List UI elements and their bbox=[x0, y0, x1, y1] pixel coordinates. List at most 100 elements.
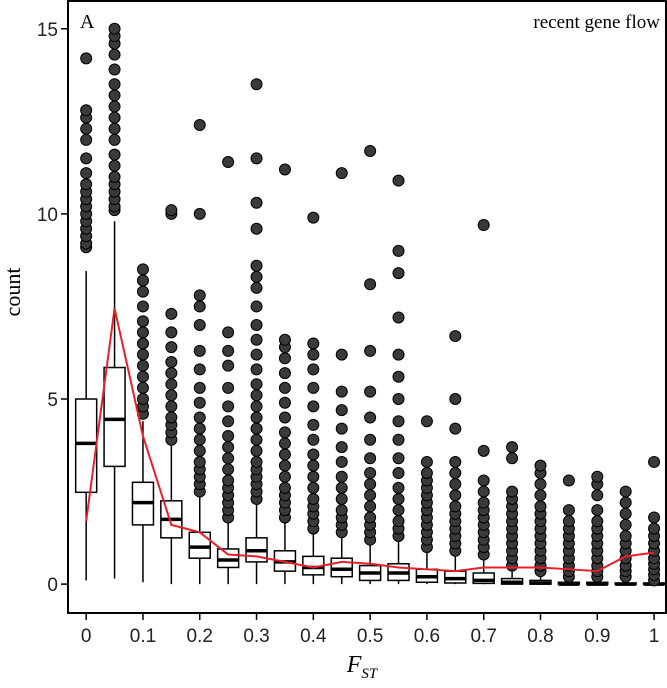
outlier bbox=[80, 152, 93, 165]
outlier bbox=[108, 100, 121, 113]
outlier bbox=[222, 156, 235, 169]
outlier bbox=[619, 485, 632, 498]
outlier bbox=[307, 363, 320, 376]
outlier bbox=[449, 330, 462, 343]
outlier bbox=[449, 489, 462, 502]
outlier bbox=[506, 485, 519, 498]
outlier bbox=[250, 222, 263, 235]
outlier bbox=[193, 381, 206, 394]
outlier bbox=[165, 367, 178, 380]
outlier bbox=[307, 381, 320, 394]
outlier bbox=[193, 422, 206, 435]
outlier bbox=[136, 393, 149, 406]
x-tick-label: 0.9 bbox=[584, 626, 610, 647]
outlier bbox=[250, 348, 263, 361]
outlier bbox=[364, 144, 377, 157]
outlier bbox=[193, 455, 206, 468]
x-tick-label: 0.7 bbox=[470, 626, 496, 647]
outlier bbox=[278, 163, 291, 176]
outlier bbox=[108, 78, 121, 91]
outlier bbox=[364, 500, 377, 513]
outlier bbox=[591, 489, 604, 502]
outlier bbox=[136, 326, 149, 339]
outlier bbox=[136, 381, 149, 394]
outlier bbox=[392, 393, 405, 406]
y-tick-label: 15 bbox=[37, 20, 58, 41]
outlier bbox=[420, 455, 433, 468]
mean-line bbox=[85, 308, 655, 573]
outlier bbox=[193, 207, 206, 220]
outlier bbox=[108, 89, 121, 102]
outlier bbox=[307, 470, 320, 483]
outlier bbox=[335, 385, 348, 398]
x-tick-label: 0 bbox=[81, 626, 92, 647]
outlier bbox=[562, 474, 575, 487]
outlier bbox=[591, 515, 604, 528]
outlier bbox=[307, 211, 320, 224]
box bbox=[472, 572, 495, 585]
outlier bbox=[364, 489, 377, 502]
outlier bbox=[278, 411, 291, 424]
x-axis-label-main: F bbox=[346, 652, 362, 678]
outlier bbox=[165, 307, 178, 320]
outlier bbox=[108, 170, 121, 183]
outlier bbox=[449, 393, 462, 406]
x-tick-label: 0.2 bbox=[187, 626, 213, 647]
outlier bbox=[193, 433, 206, 446]
y-tick-label: 5 bbox=[47, 390, 58, 411]
outlier bbox=[136, 337, 149, 350]
outlier bbox=[648, 455, 661, 468]
outlier bbox=[335, 167, 348, 180]
outlier bbox=[222, 359, 235, 372]
outlier bbox=[222, 430, 235, 443]
outlier bbox=[108, 63, 121, 76]
outlier bbox=[449, 478, 462, 491]
outlier bbox=[165, 389, 178, 402]
outlier bbox=[250, 378, 263, 391]
outlier bbox=[392, 244, 405, 257]
outlier bbox=[250, 333, 263, 346]
outlier bbox=[222, 326, 235, 339]
outlier bbox=[392, 174, 405, 187]
outlier bbox=[420, 415, 433, 428]
outlier bbox=[193, 363, 206, 376]
outlier bbox=[222, 415, 235, 428]
outlier bbox=[449, 467, 462, 480]
outlier bbox=[250, 318, 263, 331]
outlier bbox=[278, 481, 291, 494]
outlier bbox=[364, 344, 377, 357]
outlier bbox=[506, 441, 519, 454]
outlier bbox=[335, 455, 348, 468]
y-tick-label: 10 bbox=[37, 205, 58, 226]
outlier bbox=[392, 452, 405, 465]
outlier bbox=[307, 418, 320, 431]
outlier bbox=[165, 411, 178, 424]
outlier bbox=[278, 448, 291, 461]
outlier bbox=[108, 148, 121, 161]
outlier bbox=[449, 422, 462, 435]
outlier bbox=[392, 467, 405, 480]
outlier bbox=[250, 389, 263, 402]
outlier bbox=[278, 426, 291, 439]
outlier bbox=[193, 396, 206, 409]
outlier bbox=[364, 478, 377, 491]
outlier bbox=[534, 500, 547, 513]
outlier bbox=[335, 441, 348, 454]
outlier bbox=[250, 422, 263, 435]
x-axis-label: FST bbox=[346, 652, 379, 682]
outlier bbox=[80, 122, 93, 135]
outlier bbox=[335, 348, 348, 361]
outlier bbox=[477, 485, 490, 498]
outlier bbox=[307, 459, 320, 472]
outlier bbox=[364, 385, 377, 398]
x-tick-label: 0.4 bbox=[300, 626, 327, 647]
outlier bbox=[591, 504, 604, 517]
outlier bbox=[278, 352, 291, 365]
outlier bbox=[619, 529, 632, 542]
outlier bbox=[364, 452, 377, 465]
outlier bbox=[477, 444, 490, 457]
y-axis-label: count bbox=[0, 268, 25, 317]
outlier bbox=[278, 367, 291, 380]
outlier bbox=[222, 344, 235, 357]
outlier bbox=[136, 359, 149, 372]
